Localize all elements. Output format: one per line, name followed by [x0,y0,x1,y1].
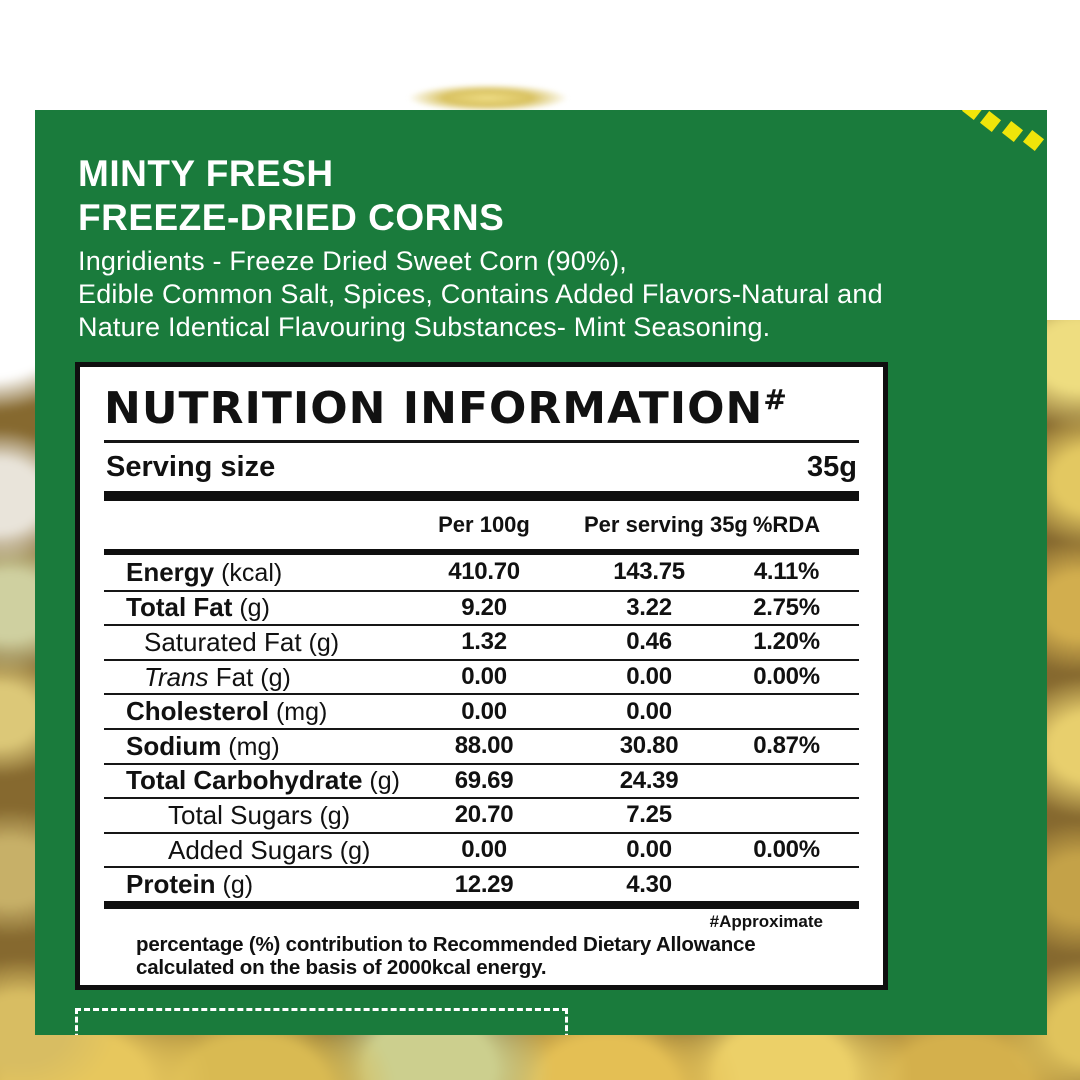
serving-size-value: 35g [807,450,857,483]
value-per-serving: 4.30 [626,870,672,898]
value-per100: 0.00 [461,697,507,725]
ingredients-line3: Nature Identical Flavouring Substances- … [78,312,771,342]
value-per-serving: 0.00 [626,836,672,864]
dashed-outline [75,1008,568,1035]
value-per-serving: 24.39 [619,766,679,794]
value-rda: 0.00% [753,663,820,691]
value-rda: 0.87% [753,732,820,760]
column-header-rda: %RDA [752,512,821,537]
value-per-serving: 0.00 [626,697,672,725]
value-per-serving: 0.46 [626,628,672,656]
divider-bottom [104,900,859,909]
column-header-row: Per 100g Per serving 35g %RDA [104,501,859,549]
ingredients-line2: Edible Common Salt, Spices, Contains Add… [78,279,883,309]
rda-footer-line1: percentage (%) contribution to Recommend… [136,932,756,956]
nutrient-label: Trans Fat (g) [144,661,291,692]
value-per100: 0.00 [461,663,507,691]
nutrition-row: Trans Fat (g) 0.00 0.00 0.00% [104,658,859,694]
nutrient-label: Total Carbohydrate (g) [126,765,400,796]
nutrition-rows: Energy (kcal) 410.70 143.75 4.11% Total Fat … [104,555,859,901]
nutrient-label: Protein (g) [126,869,254,900]
value-rda: 2.75% [753,593,820,621]
value-per100: 1.32 [461,628,507,656]
rda-footer-line2: calculated on the basis of 2000kcal ener… [136,956,547,980]
nutrient-label: Saturated Fat (g) [144,626,340,657]
product-title: MINTY FRESH FREEZE-DRIED CORNS [78,152,504,240]
value-per100: 9.20 [461,593,507,621]
divider-thick [104,491,859,501]
nutrient-label: Cholesterol (mg) [126,696,328,727]
nutrition-row: Energy (kcal) 410.70 143.75 4.11% [104,555,859,590]
yellow-dash-icon [979,110,1002,133]
value-per-serving: 30.80 [619,732,679,760]
nutrient-label: Sodium (mg) [126,730,280,761]
product-title-line2: FREEZE-DRIED CORNS [78,197,505,238]
corn-pile-peek [408,84,568,112]
value-rda: 4.11% [753,558,820,586]
column-header-per100g: Per 100g [438,512,530,537]
ingredients-text: Ingridients - Freeze Dried Sweet Corn (9… [78,245,883,344]
divider-medium [104,549,859,555]
nutrition-facts-box: NUTRITION INFORMATION# Serving size 35g … [75,362,888,990]
nutrition-title: NUTRITION INFORMATION# [104,383,787,434]
value-per100: 69.69 [454,766,514,794]
nutrient-label: Energy (kcal) [126,556,283,587]
value-per-serving: 7.25 [626,801,672,829]
nutrition-row: Protein (g) 12.29 4.30 [104,866,859,901]
nutrition-row: Cholesterol (mg) 0.00 0.00 [104,693,859,728]
approximate-footnote: #Approximate [709,911,823,931]
nutrition-row: Added Sugars (g) 0.00 0.00 0.00% [104,831,859,867]
nutrition-row: Total Carbohydrate (g) 69.69 24.39 [104,762,859,798]
value-per-serving: 3.22 [626,593,672,621]
product-title-line1: MINTY FRESH [78,153,334,194]
green-panel: MINTY FRESH FREEZE-DRIED CORNS Ingridien… [35,110,1047,1035]
rda-footer: percentage (%) contribution to Recommend… [104,933,859,980]
serving-size-label: Serving size [106,450,276,483]
nutrient-label: Added Sugars (g) [168,834,371,865]
yellow-dash-icon [961,110,984,121]
nutrition-row: Sodium (mg) 88.00 30.80 0.87% [104,727,859,763]
nutrient-label: Total Fat (g) [126,592,270,623]
nutrition-row: Total Sugars (g) 20.70 7.25 [104,797,859,832]
approximate-mark: # [763,383,787,416]
nutrition-row: Saturated Fat (g) 1.32 0.46 1.20% [104,624,859,659]
value-per100: 20.70 [454,801,514,829]
value-per100: 0.00 [461,836,507,864]
nutrient-label: Total Sugars (g) [168,799,351,830]
value-per100: 410.70 [448,558,520,586]
value-per-serving: 143.75 [613,558,685,586]
value-rda: 1.20% [753,628,820,656]
ingredients-line1: Ingridients - Freeze Dried Sweet Corn (9… [78,246,628,276]
column-header-per-serving: Per serving 35g [584,512,748,537]
yellow-dash-icon [1001,120,1024,143]
value-per100: 88.00 [454,732,514,760]
value-rda: 0.00% [753,836,820,864]
nutrition-row: Total Fat (g) 9.20 3.22 2.75% [104,589,859,625]
yellow-dash-icon [1022,129,1045,152]
value-per100: 12.29 [454,870,514,898]
serving-size-row: Serving size 35g [104,443,859,491]
divider-thin [104,440,859,443]
value-per-serving: 0.00 [626,663,672,691]
